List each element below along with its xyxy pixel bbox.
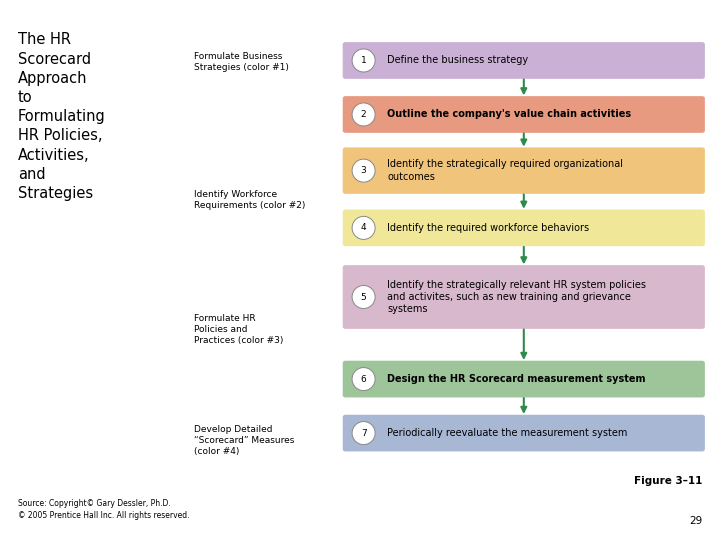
Text: 6: 6: [361, 375, 366, 383]
Ellipse shape: [352, 217, 375, 239]
Text: Identify the strategically relevant HR system policies
and activites, such as ne: Identify the strategically relevant HR s…: [387, 280, 647, 314]
Text: Develop Detailed
“Scorecard” Measures
(color #4): Develop Detailed “Scorecard” Measures (c…: [194, 424, 294, 456]
Text: Identify the required workforce behaviors: Identify the required workforce behavior…: [387, 223, 590, 233]
FancyBboxPatch shape: [343, 210, 705, 246]
Ellipse shape: [352, 159, 375, 182]
Ellipse shape: [352, 49, 375, 72]
Text: Outline the company's value chain activities: Outline the company's value chain activi…: [387, 110, 631, 119]
FancyBboxPatch shape: [343, 265, 705, 329]
FancyBboxPatch shape: [343, 42, 705, 79]
Text: 2: 2: [361, 110, 366, 119]
Ellipse shape: [352, 422, 375, 444]
Text: Source: Copyright© Gary Dessler, Ph.D.
© 2005 Prentice Hall Inc. All rights rese: Source: Copyright© Gary Dessler, Ph.D. ©…: [18, 500, 189, 521]
Text: 4: 4: [361, 224, 366, 232]
Text: Formulate HR
Policies and
Practices (color #3): Formulate HR Policies and Practices (col…: [194, 314, 284, 345]
Text: Formulate Business
Strategies (color #1): Formulate Business Strategies (color #1): [194, 52, 289, 72]
Ellipse shape: [352, 286, 375, 308]
Text: 29: 29: [689, 516, 702, 526]
Text: The HR
Scorecard
Approach
to
Formulating
HR Policies,
Activities,
and
Strategies: The HR Scorecard Approach to Formulating…: [18, 32, 106, 201]
Ellipse shape: [352, 368, 375, 390]
FancyBboxPatch shape: [343, 147, 705, 194]
FancyBboxPatch shape: [343, 96, 705, 133]
Text: 3: 3: [361, 166, 366, 175]
Text: 5: 5: [361, 293, 366, 301]
Text: Periodically reevaluate the measurement system: Periodically reevaluate the measurement …: [387, 428, 628, 438]
Text: Figure 3–11: Figure 3–11: [634, 476, 702, 486]
Text: 7: 7: [361, 429, 366, 437]
Text: Identify Workforce
Requirements (color #2): Identify Workforce Requirements (color #…: [194, 190, 306, 210]
Text: Design the HR Scorecard measurement system: Design the HR Scorecard measurement syst…: [387, 374, 646, 384]
FancyBboxPatch shape: [343, 415, 705, 451]
Text: 1: 1: [361, 56, 366, 65]
Text: Define the business strategy: Define the business strategy: [387, 56, 528, 65]
FancyBboxPatch shape: [343, 361, 705, 397]
Text: Identify the strategically required organizational
outcomes: Identify the strategically required orga…: [387, 159, 624, 182]
Ellipse shape: [352, 103, 375, 126]
